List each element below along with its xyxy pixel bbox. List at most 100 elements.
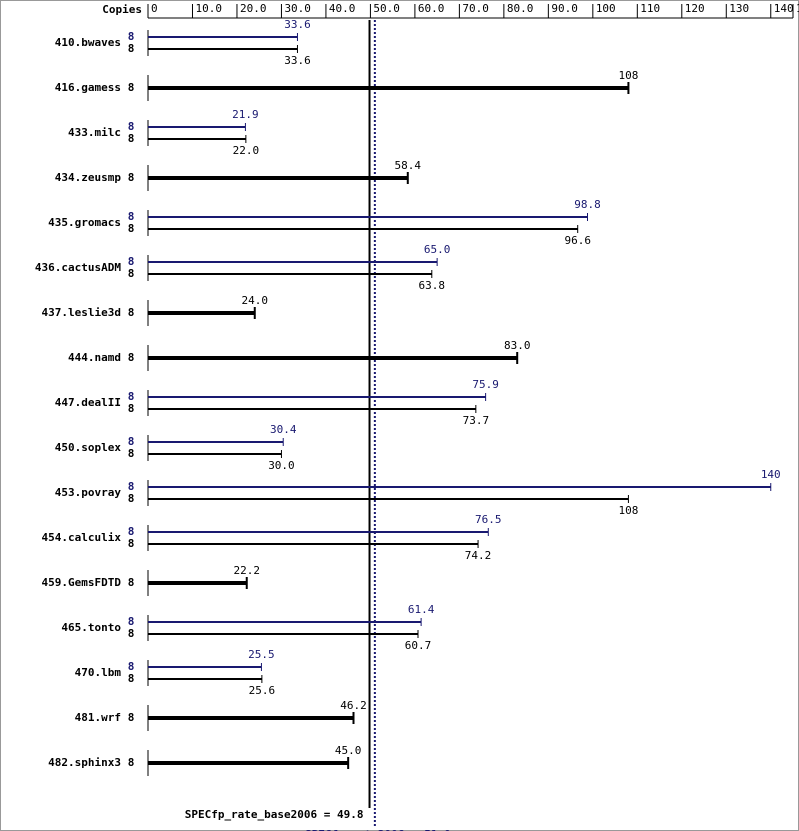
benchmark-label: 444.namd [68, 351, 121, 364]
bar [148, 311, 255, 315]
benchmark-label: 437.leslie3d [42, 306, 121, 319]
copies: 8 [128, 525, 135, 538]
copies: 8 [128, 120, 135, 133]
copies: 8 [128, 42, 135, 55]
bar [148, 396, 486, 398]
bar [148, 86, 629, 90]
x-tick-label: 110 [640, 2, 660, 15]
value-label: 60.7 [405, 639, 432, 652]
bar [148, 126, 246, 128]
copies: 8 [128, 660, 135, 673]
x-tick-label: 145 [796, 2, 799, 15]
x-tick-label: 130 [729, 2, 749, 15]
x-tick-label: 50.0 [373, 2, 400, 15]
copies: 8 [128, 30, 135, 43]
benchmark-label: 459.GemsFDTD [42, 576, 122, 589]
bar [148, 138, 246, 140]
x-tick-label: 0 [151, 2, 158, 15]
bar [148, 666, 262, 668]
value-label: 22.2 [234, 564, 261, 577]
value-label: 83.0 [504, 339, 531, 352]
copies: 8 [128, 132, 135, 145]
bar [148, 441, 284, 443]
copies: 8 [128, 672, 135, 685]
value-label: 98.8 [574, 198, 601, 211]
benchmark-label: 454.calculix [42, 531, 122, 544]
bar [148, 531, 489, 533]
bar [148, 228, 578, 230]
bar [148, 261, 438, 263]
value-label: 73.7 [463, 414, 490, 427]
copies: 8 [128, 210, 135, 223]
value-label: 108 [618, 504, 638, 517]
value-label: 30.0 [268, 459, 295, 472]
value-label: 63.8 [419, 279, 446, 292]
bar [148, 581, 247, 585]
x-tick-label: 90.0 [551, 2, 578, 15]
bar [148, 633, 419, 635]
value-label: 33.6 [284, 18, 311, 31]
copies: 8 [128, 171, 135, 184]
value-label: 33.6 [284, 54, 311, 67]
value-label: 25.5 [248, 648, 275, 661]
x-tick-label: 80.0 [507, 2, 534, 15]
x-tick-label: 140 [774, 2, 794, 15]
value-label: 22.0 [233, 144, 260, 157]
value-label: 21.9 [232, 108, 259, 121]
copies: 8 [128, 267, 135, 280]
bar [148, 356, 518, 360]
benchmark-label: 410.bwaves [55, 36, 121, 49]
bar [148, 176, 408, 180]
benchmark-label: 453.povray [55, 486, 122, 499]
value-label: 61.4 [408, 603, 435, 616]
value-label: 140 [761, 468, 781, 481]
value-label: 96.6 [564, 234, 591, 247]
x-tick-label: 20.0 [240, 2, 267, 15]
bar [148, 273, 432, 275]
x-tick-label: 30.0 [284, 2, 311, 15]
reference-label: SPECfp_rate_base2006 = 49.8 [185, 808, 364, 821]
copies: 8 [128, 537, 135, 550]
bar [148, 48, 298, 50]
x-tick-label: 120 [685, 2, 705, 15]
bar [148, 498, 629, 500]
reference-label: SPECfp_rate2006 = 51.0 [305, 828, 451, 831]
bar [148, 761, 349, 765]
benchmark-label: 436.cactusADM [35, 261, 121, 274]
x-tick-label: 100 [596, 2, 616, 15]
copies: 8 [128, 756, 135, 769]
copies: 8 [128, 222, 135, 235]
x-tick-label: 70.0 [462, 2, 489, 15]
value-label: 74.2 [465, 549, 492, 562]
bar [148, 36, 298, 38]
copies: 8 [128, 435, 135, 448]
copies: 8 [128, 351, 135, 364]
value-label: 58.4 [395, 159, 422, 172]
benchmark-label: 482.sphinx3 [48, 756, 121, 769]
x-tick-label: 60.0 [418, 2, 445, 15]
benchmark-label: 465.tonto [61, 621, 121, 634]
copies: 8 [128, 402, 135, 415]
bar [148, 486, 771, 488]
benchmark-label: 416.gamess [55, 81, 121, 94]
x-tick-label: 10.0 [195, 2, 222, 15]
value-label: 75.9 [472, 378, 499, 391]
value-label: 24.0 [242, 294, 269, 307]
benchmark-label: 470.lbm [75, 666, 122, 679]
copies: 8 [128, 447, 135, 460]
copies: 8 [128, 615, 135, 628]
bar [148, 716, 354, 720]
copies: 8 [128, 390, 135, 403]
value-label: 30.4 [270, 423, 297, 436]
value-label: 76.5 [475, 513, 502, 526]
bar [148, 621, 422, 623]
benchmark-label: 481.wrf [75, 711, 121, 724]
benchmark-label: 433.milc [68, 126, 121, 139]
bar [148, 543, 479, 545]
copies: 8 [128, 492, 135, 505]
value-label: 108 [618, 69, 638, 82]
value-label: 45.0 [335, 744, 362, 757]
copies: 8 [128, 627, 135, 640]
copies: 8 [128, 81, 135, 94]
